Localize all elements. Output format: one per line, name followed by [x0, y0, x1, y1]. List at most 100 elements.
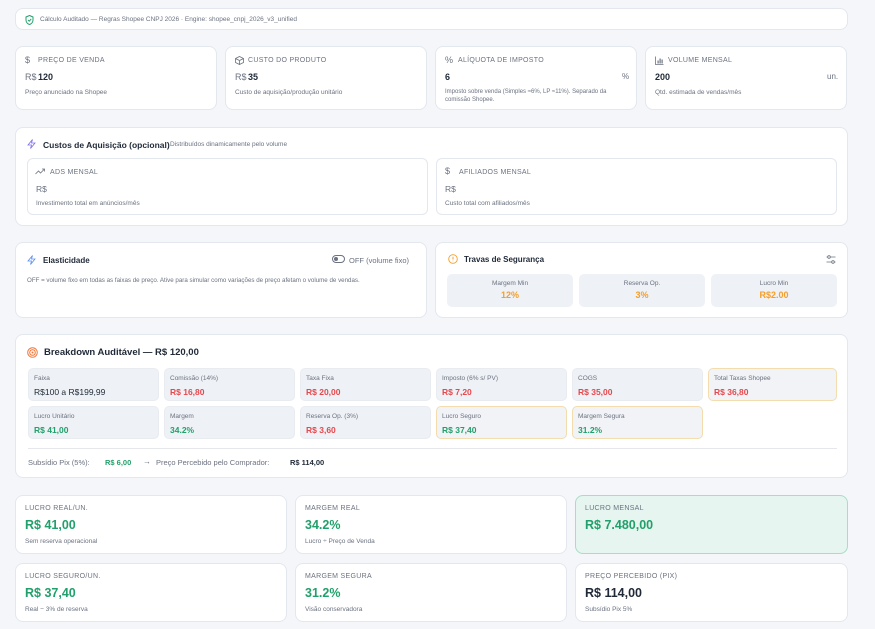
- elasticity-toggle[interactable]: [332, 255, 345, 263]
- summary-safe-margin: MARGEM SEGURA 31.2% Visão conservadora: [295, 563, 567, 622]
- perceived-label: Preço Percebido pelo Comprador:: [156, 458, 270, 467]
- cost-hint: Custo de aquisição/produção unitário: [235, 89, 343, 96]
- safety-reserve-value: 3%: [635, 290, 649, 300]
- breakdown-tile-margin: Margem 34.2%: [164, 406, 295, 439]
- ads-label: ADS MENSAL: [50, 169, 99, 176]
- dollar-icon: $: [25, 55, 31, 65]
- summary-label: LUCRO MENSAL: [585, 505, 644, 512]
- summary-sub: Sem reserva operacional: [25, 538, 98, 545]
- breakdown-tile-unit-profit: Lucro Unitário R$ 41,00: [28, 406, 159, 439]
- price-input-card[interactable]: $ PREÇO DE VENDA R$ 120 Preço anunciado …: [15, 46, 217, 110]
- tile-label: Margem Segura: [578, 413, 625, 420]
- tax-input-card[interactable]: % ALÍQUOTA DE IMPOSTO 6 % Imposto sobre …: [435, 46, 637, 110]
- tax-suffix: %: [622, 72, 630, 81]
- box-icon: [235, 56, 244, 67]
- shield-check-icon: [25, 14, 34, 27]
- trending-up-icon: [35, 168, 45, 177]
- affiliates-label: AFILIADOS MENSAL: [459, 169, 532, 176]
- acquisition-costs-card: Custos de Aquisição (opcional) Distribuí…: [15, 127, 848, 226]
- cost-input-card[interactable]: CUSTO DO PRODUTO R$ 35 Custo de aquisiçã…: [225, 46, 427, 110]
- summary-safe-profit: LUCRO SEGURO/UN. R$ 37,40 Real − 3% de r…: [15, 563, 287, 622]
- breakdown-tile-commission: Comissão (14%) R$ 16,80: [164, 368, 295, 401]
- acquisition-title: Custos de Aquisição (opcional): [43, 140, 170, 150]
- tax-value[interactable]: 6: [445, 72, 451, 82]
- tile-label: Faixa: [34, 375, 50, 382]
- tile-label: Lucro Unitário: [34, 413, 75, 420]
- ads-prefix[interactable]: R$: [36, 184, 47, 194]
- tile-label: Taxa Fixa: [306, 375, 334, 382]
- cost-label: CUSTO DO PRODUTO: [248, 57, 327, 64]
- summary-real-margin: MARGEM REAL 34.2% Lucro ÷ Preço de Venda: [295, 495, 567, 554]
- safety-min-margin: Margem Min 12%: [447, 274, 573, 307]
- affiliates-prefix[interactable]: R$: [445, 184, 456, 194]
- volume-label: VOLUME MENSAL: [668, 57, 733, 64]
- ads-hint: Investimento total em anúncios/mês: [36, 200, 140, 207]
- breakdown-tile-safe-profit: Lucro Seguro R$ 37,40: [436, 406, 567, 439]
- cost-value[interactable]: 35: [248, 72, 259, 82]
- sliders-icon[interactable]: [826, 255, 836, 266]
- summary-value: R$ 7.480,00: [585, 518, 654, 532]
- summary-sub: Subsídio Pix 5%: [585, 606, 633, 613]
- summary-value: 34.2%: [305, 518, 341, 532]
- safety-title: Travas de Segurança: [464, 255, 545, 264]
- summary-sub: Real − 3% de reserva: [25, 606, 88, 613]
- breakdown-tile-tax: Imposto (6% s/ PV) R$ 7,20: [436, 368, 567, 401]
- toggle-knob: [334, 257, 338, 261]
- pix-value: R$ 6,00: [105, 458, 132, 467]
- volume-suffix: un.: [827, 72, 839, 81]
- summary-perceived-price: PREÇO PERCEBIDO (PIX) R$ 114,00 Subsídio…: [575, 563, 848, 622]
- elasticity-title: Elasticidade: [43, 256, 90, 265]
- summary-value: R$ 114,00: [585, 586, 642, 600]
- price-hint: Preço anunciado na Shopee: [25, 89, 108, 96]
- tile-label: Margem: [170, 413, 194, 420]
- tile-value: R$ 41,00: [34, 425, 69, 435]
- lightning-icon: [27, 255, 36, 267]
- safety-min-profit-value: R$2.00: [759, 290, 789, 300]
- affiliates-input-card[interactable]: $ AFILIADOS MENSAL R$ Custo total com af…: [436, 158, 837, 215]
- tile-label: Comissão (14%): [170, 375, 219, 382]
- breakdown-tile-fixed-fee: Taxa Fixa R$ 20,00: [300, 368, 431, 401]
- affiliates-hint: Custo total com afiliados/mês: [445, 200, 530, 207]
- tile-label: COGS: [578, 375, 598, 382]
- audit-banner-text: Cálculo Auditado — Regras Shopee CNPJ 20…: [40, 16, 297, 23]
- cost-prefix: R$: [235, 72, 247, 82]
- acquisition-subtitle: Distribuídos dinamicamente pelo volume: [170, 141, 288, 148]
- safety-reserve: Reserva Op. 3%: [579, 274, 705, 307]
- tile-value: 31.2%: [578, 425, 603, 435]
- safety-reserve-label: Reserva Op.: [623, 280, 661, 287]
- tile-value: R$ 7,20: [442, 387, 472, 397]
- tile-label: Reserva Op. (3%): [306, 413, 359, 420]
- pix-label: Subsídio Pix (5%):: [28, 458, 90, 467]
- lightning-icon: [27, 139, 36, 151]
- perceived-value: R$ 114,00: [290, 458, 325, 467]
- safety-min-profit-label: Lucro Min: [759, 280, 789, 287]
- tile-value: R$ 16,80: [170, 387, 205, 397]
- volume-input-card[interactable]: VOLUME MENSAL 200 un. Qtd. estimada de v…: [645, 46, 847, 110]
- breakdown-tile-cogs: COGS R$ 35,00: [572, 368, 703, 401]
- summary-value: R$ 41,00: [25, 518, 76, 532]
- summary-value: R$ 37,40: [25, 586, 76, 600]
- safety-locks-card: Travas de Segurança Margem Min 12% Reser…: [435, 242, 848, 318]
- breakdown-divider: [28, 448, 837, 449]
- tile-label: Total Taxas Shopee: [714, 375, 771, 382]
- breakdown-card: Breakdown Auditável — R$ 120,00 Faixa R$…: [15, 334, 848, 478]
- tile-value: R$ 3,60: [306, 425, 336, 435]
- breakdown-tile-faixa: Faixa R$100 a R$199,99: [28, 368, 159, 401]
- price-prefix: R$: [25, 72, 37, 82]
- elasticity-description: OFF = volume fixo em todas as faixas de …: [27, 277, 360, 284]
- audit-banner: Cálculo Auditado — Regras Shopee CNPJ 20…: [15, 8, 848, 30]
- summary-label: MARGEM SEGURA: [305, 573, 372, 580]
- ads-input-card[interactable]: ADS MENSAL R$ Investimento total em anún…: [27, 158, 428, 215]
- safety-min-margin-label: Margem Min: [491, 280, 529, 287]
- summary-sub: Lucro ÷ Preço de Venda: [305, 538, 375, 545]
- safety-min-profit: Lucro Min R$2.00: [711, 274, 837, 307]
- elasticity-card: Elasticidade OFF (volume fixo) OFF = vol…: [15, 242, 427, 318]
- volume-value[interactable]: 200: [655, 72, 671, 82]
- safety-min-margin-value: 12%: [500, 290, 519, 300]
- summary-monthly-profit: LUCRO MENSAL R$ 7.480,00: [575, 495, 848, 554]
- summary-label: LUCRO REAL/UN.: [25, 505, 88, 512]
- breakdown-title: Breakdown Auditável — R$ 120,00: [44, 347, 199, 358]
- price-value[interactable]: 120: [38, 72, 54, 82]
- tax-hint: Imposto sobre venda (Simples ≈6%, LP ≈11…: [445, 89, 607, 103]
- dollar-icon: $: [445, 166, 451, 176]
